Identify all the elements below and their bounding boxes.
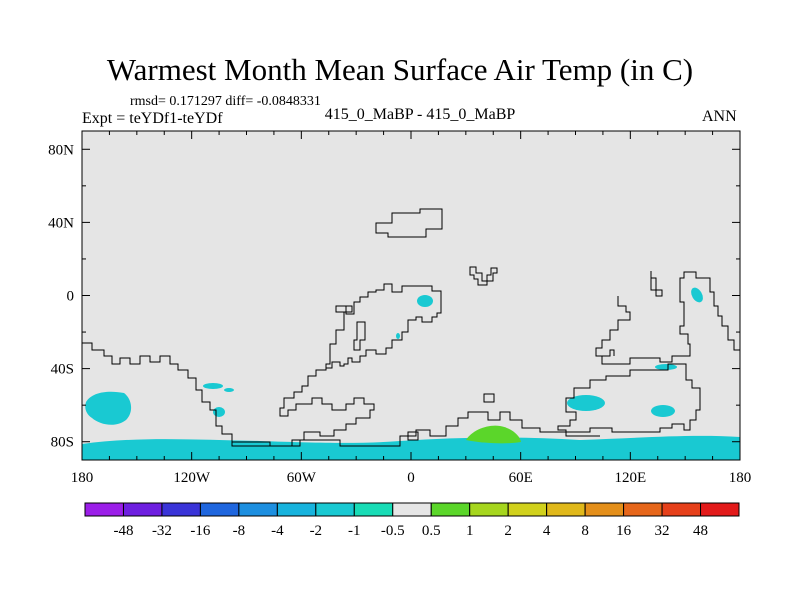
region-africa-dot	[396, 333, 400, 339]
colorbar-label: -0.5	[381, 523, 405, 539]
colorbar-label: 48	[693, 523, 708, 539]
coast-asia-east	[650, 271, 663, 297]
colorbar-swatch	[661, 502, 702, 517]
colorbar-swatch	[315, 502, 355, 517]
colorbar-swatch	[700, 502, 740, 517]
colorbar-label: -32	[152, 523, 172, 539]
colorbar-swatch	[507, 502, 548, 517]
colorbar-label: -8	[233, 523, 246, 539]
colorbar-swatch	[276, 502, 317, 517]
y-tick-label: 40S	[51, 362, 74, 378]
x-tick-label: 60W	[287, 470, 317, 486]
coast-asia-southeast	[595, 271, 740, 365]
colorbar-label: 4	[543, 523, 551, 539]
coast-south-atlantic-bits	[344, 305, 353, 313]
x-tick-label: 120E	[614, 470, 646, 486]
colorbar-label: 8	[581, 523, 589, 539]
colorbar-swatch	[546, 502, 586, 517]
region-warm-antarctic-patch	[466, 425, 521, 444]
coast-antarctic-island-a	[407, 431, 419, 441]
region-africa-patch	[417, 295, 433, 307]
y-tick-label: 40N	[48, 215, 74, 231]
colorbar-swatch	[238, 502, 278, 517]
colorbar-swatch	[84, 502, 124, 517]
coast-africa	[325, 283, 442, 369]
region-atlantic-south-b	[224, 388, 234, 392]
stats-line: rmsd= 0.171297 diff= -0.0848331	[130, 94, 321, 109]
colorbar-swatch	[392, 502, 432, 517]
coast-antarctica	[231, 411, 600, 447]
experiment-label: Expt = teYDf1-teYDf	[82, 110, 223, 127]
colorbar-swatch	[199, 502, 240, 517]
colorbar-label: 1	[466, 523, 474, 539]
colorbar-swatch	[584, 502, 625, 517]
region-pacific-south-patch	[85, 391, 132, 425]
y-tick-label: 80S	[51, 435, 74, 451]
colorbar-swatch	[430, 502, 471, 517]
region-atlantic-south-a	[203, 383, 223, 389]
y-tick-label: 0	[67, 289, 75, 305]
colorbar-label: -16	[190, 523, 210, 539]
colorbar-label: -48	[113, 523, 133, 539]
colorbar-label: -2	[310, 523, 323, 539]
coast-madagascar	[353, 321, 366, 351]
region-atlantic-south-c	[213, 407, 225, 417]
region-pacific-west-patch	[691, 287, 703, 303]
coast-europe-asia	[375, 208, 443, 238]
colorbar-label: 2	[504, 523, 512, 539]
colorbar-label: 16	[616, 523, 632, 539]
continent-outlines	[82, 208, 740, 447]
x-tick-label: 60E	[509, 470, 533, 486]
coast-americas	[82, 342, 375, 447]
region-indian-patch	[567, 395, 605, 411]
coast-antarctic-island-b	[483, 393, 495, 403]
coast-arabia	[469, 266, 498, 286]
colorbar-swatch	[623, 502, 663, 517]
colorbar-label: 32	[655, 523, 670, 539]
axis-tick-labels: 180 120W 60W 0 60E 120E 180 80N 40N 0 40S 80S	[48, 142, 751, 486]
colorbar-label: 0.5	[422, 523, 441, 539]
x-tick-label: 180	[729, 470, 752, 486]
coast-australia	[557, 363, 701, 433]
colorbar-label: -1	[348, 523, 361, 539]
axis-ticks	[81, 131, 741, 460]
colorbar-swatch	[469, 502, 509, 517]
x-tick-label: 180	[71, 470, 94, 486]
region-coral-patch	[655, 364, 677, 370]
region-australia-patch	[651, 405, 675, 417]
center-subtitle: 415_0_MaBP - 415_0_MaBP	[324, 106, 516, 123]
coast-indochina	[596, 349, 615, 357]
x-tick-label: 0	[407, 470, 415, 486]
colorbar-swatch	[161, 502, 201, 517]
colorbar-label: -4	[271, 523, 284, 539]
y-tick-label: 80N	[48, 142, 74, 158]
x-tick-label: 120W	[173, 470, 211, 486]
chart-title: Warmest Month Mean Surface Air Temp (in …	[106, 52, 694, 87]
season-label: ANN	[702, 108, 737, 125]
map-background	[82, 131, 740, 460]
colorbar-swatch	[353, 502, 394, 517]
colorbar: -48 -32 -16 -8 -4 -2 -1 -0.5 0.5 1 2 4 8 16 32 48	[84, 502, 740, 539]
colorbar-swatch	[122, 502, 163, 517]
